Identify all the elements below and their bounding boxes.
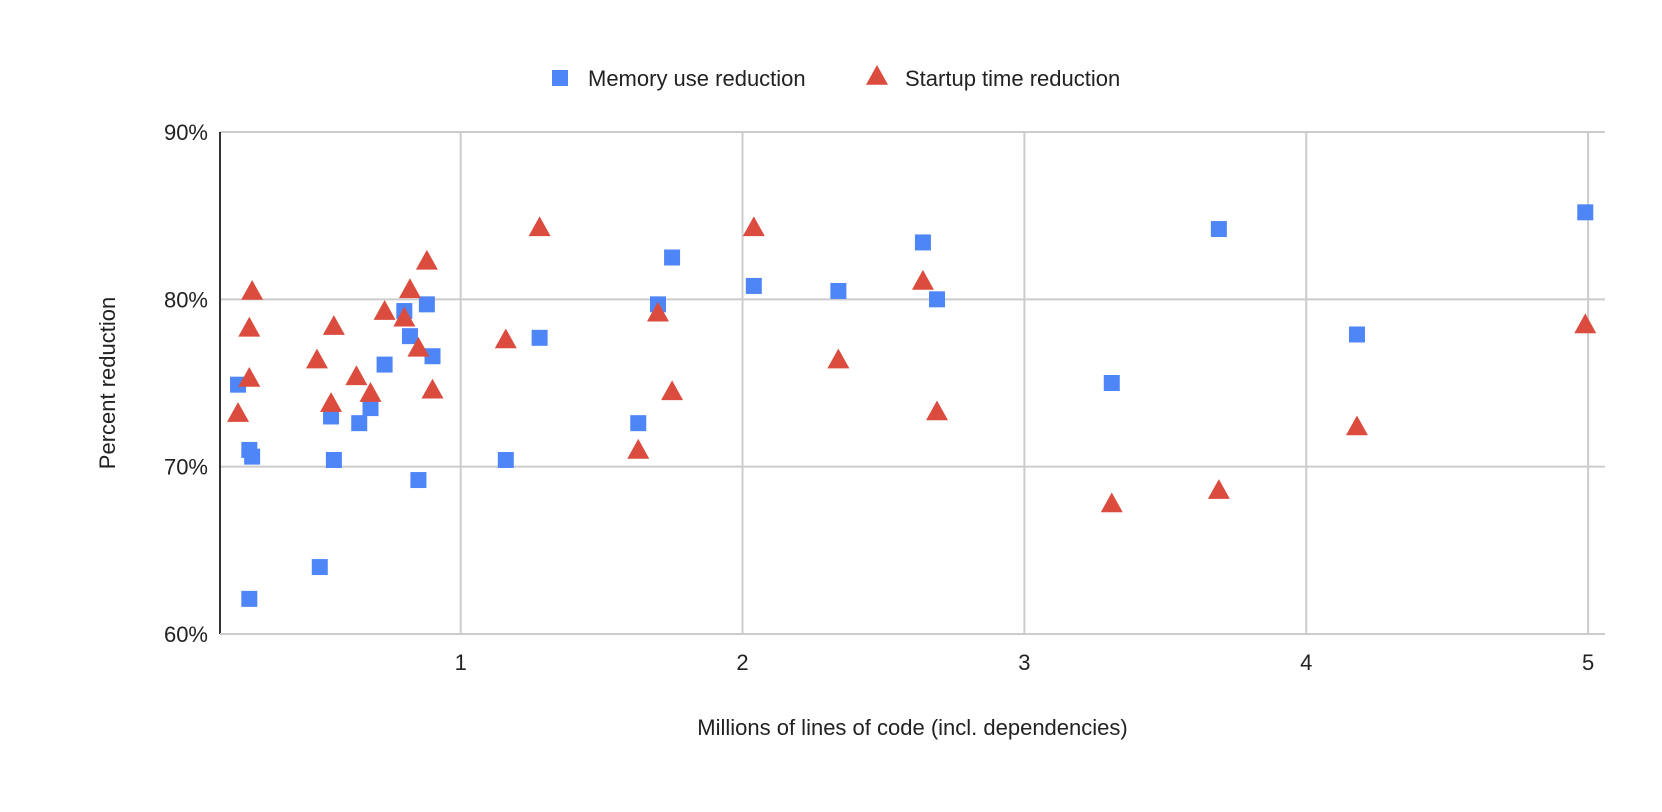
startup-time-point bbox=[322, 315, 345, 335]
memory-use-point bbox=[325, 451, 342, 468]
axes bbox=[219, 132, 1605, 635]
y-tick-label: 80% bbox=[164, 287, 208, 312]
memory-use-point bbox=[311, 559, 328, 576]
memory-use-point bbox=[376, 356, 393, 373]
startup-time-point bbox=[227, 402, 250, 422]
x-tick-label: 4 bbox=[1300, 650, 1312, 675]
startup-time-point bbox=[911, 269, 934, 290]
memory-use-point bbox=[418, 296, 435, 313]
memory-use-point bbox=[1348, 326, 1365, 343]
legend-item: Memory use reduction bbox=[552, 66, 806, 91]
x-tick-label: 1 bbox=[455, 650, 467, 675]
memory-use-point bbox=[410, 472, 427, 489]
memory-use-point bbox=[1577, 204, 1594, 221]
x-axis-label: Millions of lines of code (incl. depende… bbox=[697, 715, 1127, 740]
memory-use-point bbox=[244, 448, 261, 465]
memory-use-point bbox=[914, 234, 931, 251]
startup-time-point bbox=[345, 365, 368, 386]
memory-use-point bbox=[830, 282, 847, 299]
startup-time-point bbox=[415, 249, 438, 270]
x-tick-label: 2 bbox=[736, 650, 748, 675]
startup-time-point bbox=[742, 216, 765, 237]
legend-item: Startup time reduction bbox=[866, 65, 1120, 91]
x-tick-label: 3 bbox=[1018, 650, 1030, 675]
memory-use-point bbox=[241, 590, 258, 607]
x-tick-label: 5 bbox=[1582, 650, 1594, 675]
startup-time-point bbox=[1574, 313, 1597, 334]
startup-time-point bbox=[528, 216, 551, 237]
startup-time-point bbox=[320, 392, 343, 412]
gridlines bbox=[220, 131, 1605, 634]
startup-time-point bbox=[646, 301, 669, 322]
startup-time-point bbox=[1207, 479, 1230, 499]
startup-time-point bbox=[661, 380, 684, 401]
startup-time-point bbox=[398, 278, 421, 299]
data-points bbox=[227, 204, 1597, 607]
startup-time-point bbox=[238, 316, 261, 337]
startup-time-point bbox=[359, 382, 382, 402]
legend-square-marker bbox=[552, 70, 568, 86]
memory-use-point bbox=[630, 415, 647, 432]
legend-label: Startup time reduction bbox=[905, 66, 1120, 91]
startup-time-point bbox=[926, 400, 949, 421]
memory-use-point bbox=[531, 329, 548, 346]
memory-use-point bbox=[497, 451, 514, 468]
y-tick-label: 90% bbox=[164, 120, 208, 145]
memory-use-point bbox=[323, 408, 340, 425]
startup-time-point bbox=[627, 438, 650, 459]
startup-time-point bbox=[373, 300, 396, 320]
memory-use-point bbox=[1210, 221, 1227, 238]
legend-label: Memory use reduction bbox=[588, 66, 806, 91]
memory-use-point bbox=[1103, 375, 1120, 391]
memory-use-point bbox=[424, 348, 441, 365]
tick-labels: 60% 70% 80% 90% 1 2 3 4 5 bbox=[164, 120, 1594, 675]
startup-time-point bbox=[305, 348, 328, 369]
memory-use-point bbox=[401, 328, 418, 345]
startup-time-point bbox=[1100, 492, 1123, 513]
startup-time-point bbox=[407, 336, 430, 357]
startup-time-point bbox=[827, 348, 850, 369]
y-tick-label: 60% bbox=[164, 622, 208, 647]
startup-time-point bbox=[421, 378, 444, 399]
memory-use-point bbox=[362, 400, 379, 417]
startup-time-point bbox=[494, 328, 517, 349]
memory-use-point bbox=[664, 249, 681, 266]
y-axis-label: Percent reduction bbox=[95, 297, 120, 469]
memory-use-point bbox=[351, 415, 368, 432]
y-tick-label: 70% bbox=[164, 455, 208, 480]
memory-use-point bbox=[929, 291, 946, 308]
startup-time-point bbox=[393, 306, 416, 327]
startup-time-point bbox=[1345, 415, 1368, 436]
startup-time-point bbox=[241, 279, 264, 300]
startup-time-point bbox=[238, 366, 261, 387]
legend-triangle-marker bbox=[866, 65, 888, 85]
legend: Memory use reduction Startup time reducti… bbox=[552, 65, 1120, 91]
memory-use-point bbox=[745, 277, 762, 294]
